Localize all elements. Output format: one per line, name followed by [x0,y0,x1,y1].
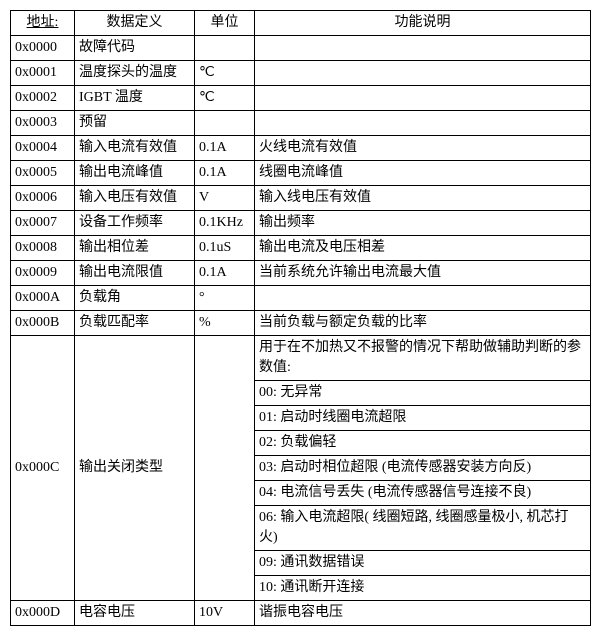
cell-unit: 0.1A [195,261,255,286]
table-row: 0x000A负载角° [11,286,591,311]
table-row: 0x0007设备工作频率0.1KHz输出频率 [11,211,591,236]
cell-unit: 0.1A [195,161,255,186]
cell-unit: % [195,311,255,336]
cell-def: 输入电流有效值 [75,136,195,161]
cell-def: 输出电流限值 [75,261,195,286]
cell-desc: 用于在不加热又不报警的情况下帮助做辅助判断的参数值: [255,336,591,381]
cell-def: 电容电压 [75,601,195,626]
cell-unit: 10V [195,601,255,626]
cell-def: IGBT 温度 [75,86,195,111]
cell-addr: 0x000A [11,286,75,311]
cell-addr: 0x0000 [11,36,75,61]
cell-unit: 0.1KHz [195,211,255,236]
cell-addr: 0x0001 [11,61,75,86]
cell-desc [255,86,591,111]
cell-def: 输出关闭类型 [75,336,195,601]
cell-def: 输出相位差 [75,236,195,261]
cell-desc: 10: 通讯断开连接 [255,576,591,601]
cell-addr: 0x0007 [11,211,75,236]
table-row: 0x0008输出相位差0.1uS输出电流及电压相差 [11,236,591,261]
table-row: 0x0004输入电流有效值0.1A火线电流有效值 [11,136,591,161]
cell-def: 预留 [75,111,195,136]
header-row: 地址: 数据定义 单位 功能说明 [11,11,591,36]
cell-desc: 09: 通讯数据错误 [255,551,591,576]
table-row: 0x0005输出电流峰值0.1A线圈电流峰值 [11,161,591,186]
table-row: 0x000C输出关闭类型用于在不加热又不报警的情况下帮助做辅助判断的参数值: [11,336,591,381]
header-definition: 数据定义 [75,11,195,36]
cell-unit: ° [195,286,255,311]
header-description: 功能说明 [255,11,591,36]
cell-unit [195,336,255,601]
cell-desc: 06: 输入电流超限( 线圈短路, 线圈感量极小, 机芯打火) [255,506,591,551]
cell-def: 输出电流峰值 [75,161,195,186]
cell-def: 设备工作频率 [75,211,195,236]
cell-addr: 0x000C [11,336,75,601]
cell-desc: 输出频率 [255,211,591,236]
cell-desc: 00: 无异常 [255,381,591,406]
table-row: 0x0006输入电压有效值V输入线电压有效值 [11,186,591,211]
cell-desc [255,36,591,61]
table-row: 0x0009输出电流限值0.1A当前系统允许输出电流最大值 [11,261,591,286]
header-address: 地址: [11,11,75,36]
cell-addr: 0x0002 [11,86,75,111]
cell-desc [255,286,591,311]
cell-desc [255,61,591,86]
table-row: 0x0003预留 [11,111,591,136]
cell-desc: 线圈电流峰值 [255,161,591,186]
cell-desc [255,111,591,136]
header-unit: 单位 [195,11,255,36]
cell-def: 故障代码 [75,36,195,61]
cell-desc: 04: 电流信号丢失 (电流传感器信号连接不良) [255,481,591,506]
cell-unit [195,111,255,136]
cell-addr: 0x0008 [11,236,75,261]
cell-addr: 0x0009 [11,261,75,286]
cell-desc: 火线电流有效值 [255,136,591,161]
table-row: 0x000B负载匹配率%当前负载与额定负载的比率 [11,311,591,336]
cell-def: 温度探头的温度 [75,61,195,86]
table-row: 0x000D电容电压10V谐振电容电压 [11,601,591,626]
cell-unit: 0.1A [195,136,255,161]
register-table: 地址: 数据定义 单位 功能说明 0x0000故障代码0x0001温度探头的温度… [10,10,591,626]
cell-desc: 谐振电容电压 [255,601,591,626]
cell-unit: ℃ [195,61,255,86]
cell-def: 负载匹配率 [75,311,195,336]
cell-desc: 03: 启动时相位超限 (电流传感器安装方向反) [255,456,591,481]
cell-unit: V [195,186,255,211]
table-row: 0x0002IGBT 温度℃ [11,86,591,111]
cell-def: 输入电压有效值 [75,186,195,211]
cell-unit: ℃ [195,86,255,111]
table-row: 0x0001温度探头的温度℃ [11,61,591,86]
cell-desc: 输出电流及电压相差 [255,236,591,261]
cell-desc: 02: 负载偏轻 [255,431,591,456]
cell-desc: 01: 启动时线圈电流超限 [255,406,591,431]
cell-addr: 0x000D [11,601,75,626]
table-row: 0x0000故障代码 [11,36,591,61]
cell-addr: 0x000B [11,311,75,336]
cell-desc: 当前负载与额定负载的比率 [255,311,591,336]
cell-addr: 0x0004 [11,136,75,161]
cell-unit [195,36,255,61]
cell-unit: 0.1uS [195,236,255,261]
cell-def: 负载角 [75,286,195,311]
cell-addr: 0x0006 [11,186,75,211]
cell-addr: 0x0003 [11,111,75,136]
cell-desc: 输入线电压有效值 [255,186,591,211]
cell-desc: 当前系统允许输出电流最大值 [255,261,591,286]
cell-addr: 0x0005 [11,161,75,186]
